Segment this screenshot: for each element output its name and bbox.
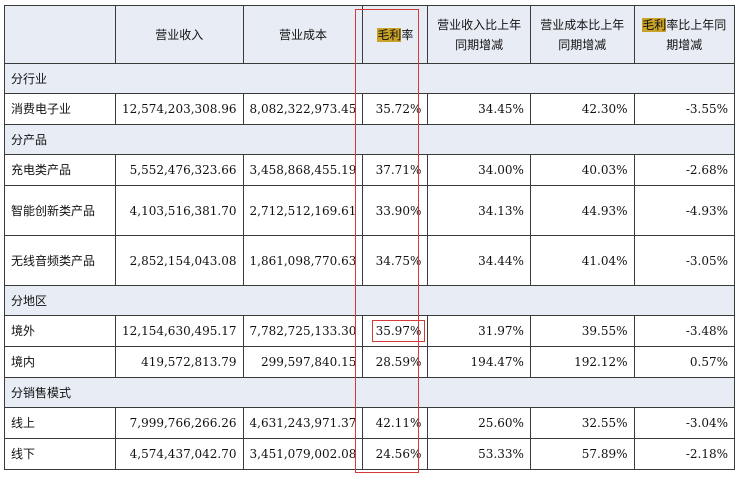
cell-cost: 1,861,098,770.63 [242,235,364,286]
cell-margin-change: -3.48% [633,315,735,347]
cell-cost: 2,712,512,169.61 [242,185,364,236]
cell-rev-change: 34.00% [427,154,531,186]
section-title: 分销售模式 [4,377,735,408]
cell-cost-change: 41.04% [529,235,635,286]
cell-rev-change: 34.13% [427,185,531,236]
cell-cost-change: 40.03% [529,154,635,186]
cell-cost: 3,458,868,455.19 [242,154,364,186]
row-label: 消费电子业 [4,93,116,125]
section-title: 分产品 [4,124,735,155]
cell-cost: 4,631,243,971.37 [242,407,364,439]
cell-margin: 35.72% [362,93,429,125]
cell-revenue: 7,999,766,266.26 [115,407,244,439]
header-revenue-change: 营业收入比上年同期增减 [427,5,531,64]
cell-cost-change: 39.55% [529,315,635,347]
table-row: 无线音频类产品 2,852,154,043.08 1,861,098,770.63 3… [4,235,735,286]
cell-cost: 7,782,725,133.30 [242,315,364,347]
table-row: 线下 4,574,437,042.70 3,451,079,002.08 24.56%… [4,438,735,470]
cell-revenue: 12,154,630,495.17 [115,315,244,347]
row-label: 线上 [4,407,116,439]
cell-margin-change: -3.05% [633,235,735,286]
table-row: 线上 7,999,766,266.26 4,631,243,971.37 42.11%… [4,407,735,439]
section-row: 分行业 [4,63,735,94]
cell-revenue: 419,572,813.79 [115,346,244,378]
cell-margin: 35.97% [362,315,429,347]
header-margin-change-highlight: 毛利 [642,17,667,32]
cell-margin: 42.11% [362,407,429,439]
section-row: 分销售模式 [4,377,735,408]
row-label: 智能创新类产品 [4,185,116,236]
header-empty-cell [4,5,116,64]
table-row: 境外 12,154,630,495.17 7,782,725,133.30 35.97… [4,315,735,347]
table-row: 智能创新类产品 4,103,516,381.70 2,712,512,169.61 3… [4,185,735,236]
cell-cost-change: 32.55% [529,407,635,439]
header-margin-rest: 率 [401,27,414,42]
cell-cost: 8,082,322,973.45 [242,93,364,125]
cell-margin: 34.75% [362,235,429,286]
header-row: 营业收入 营业成本 毛利率 营业收入比上年同期增减 营业成本比上年同期增减 毛利… [4,5,735,64]
cell-margin: 24.56% [362,438,429,470]
section-row: 分地区 [4,285,735,316]
row-label: 充电类产品 [4,154,116,186]
cell-margin-change: -3.04% [633,407,735,439]
header-cost-change: 营业成本比上年同期增减 [529,5,635,64]
cell-rev-change: 194.47% [427,346,531,378]
cell-margin-change: -2.68% [633,154,735,186]
cell-margin-change: -4.93% [633,185,735,236]
row-label: 线下 [4,438,116,470]
table-row: 境内 419,572,813.79 299,597,840.15 28.59% 194.… [4,346,735,378]
section-title: 分行业 [4,63,735,94]
header-margin-highlight: 毛利 [377,27,402,42]
cell-margin-change: -3.55% [633,93,735,125]
cell-margin: 37.71% [362,154,429,186]
cell-rev-change: 53.33% [427,438,531,470]
cell-margin-change: 0.57% [633,346,735,378]
row-label: 境外 [4,315,116,347]
cell-margin: 33.90% [362,185,429,236]
header-cost: 营业成本 [242,5,364,64]
cell-cost-change: 42.30% [529,93,635,125]
cell-rev-change: 34.44% [427,235,531,286]
cell-revenue: 4,574,437,042.70 [115,438,244,470]
header-revenue: 营业收入 [115,5,244,64]
cell-cost-change: 192.12% [529,346,635,378]
cell-cost-change: 57.89% [529,438,635,470]
cell-cost-change: 44.93% [529,185,635,236]
boxed-margin-value: 35.97% [371,320,426,342]
table-row: 充电类产品 5,552,476,323.66 3,458,868,455.19 37.… [4,154,735,186]
cell-revenue: 12,574,203,308.96 [115,93,244,125]
section-row: 分产品 [4,124,735,155]
header-margin-change-rest: 率比上年同期增减 [666,17,727,52]
cell-revenue: 5,552,476,323.66 [115,154,244,186]
financial-table-container: 营业收入 营业成本 毛利率 营业收入比上年同期增减 营业成本比上年同期增减 毛利… [4,5,735,470]
cell-revenue: 4,103,516,381.70 [115,185,244,236]
row-label: 无线音频类产品 [4,235,116,286]
cell-revenue: 2,852,154,043.08 [115,235,244,286]
revenue-breakdown-table: 营业收入 营业成本 毛利率 营业收入比上年同期增减 营业成本比上年同期增减 毛利… [4,5,735,470]
table-body: 分行业 消费电子业 12,574,203,308.96 8,082,322,973.4… [4,63,735,470]
cell-rev-change: 31.97% [427,315,531,347]
cell-rev-change: 25.60% [427,407,531,439]
table-row: 消费电子业 12,574,203,308.96 8,082,322,973.45 35… [4,93,735,125]
cell-margin-change: -2.18% [633,438,735,470]
row-label: 境内 [4,346,116,378]
header-margin-change: 毛利率比上年同期增减 [633,5,735,64]
cell-rev-change: 34.45% [427,93,531,125]
header-margin: 毛利率 [362,5,429,64]
cell-margin: 28.59% [362,346,429,378]
section-title: 分地区 [4,285,735,316]
cell-cost: 3,451,079,002.08 [242,438,364,470]
cell-cost: 299,597,840.15 [242,346,364,378]
